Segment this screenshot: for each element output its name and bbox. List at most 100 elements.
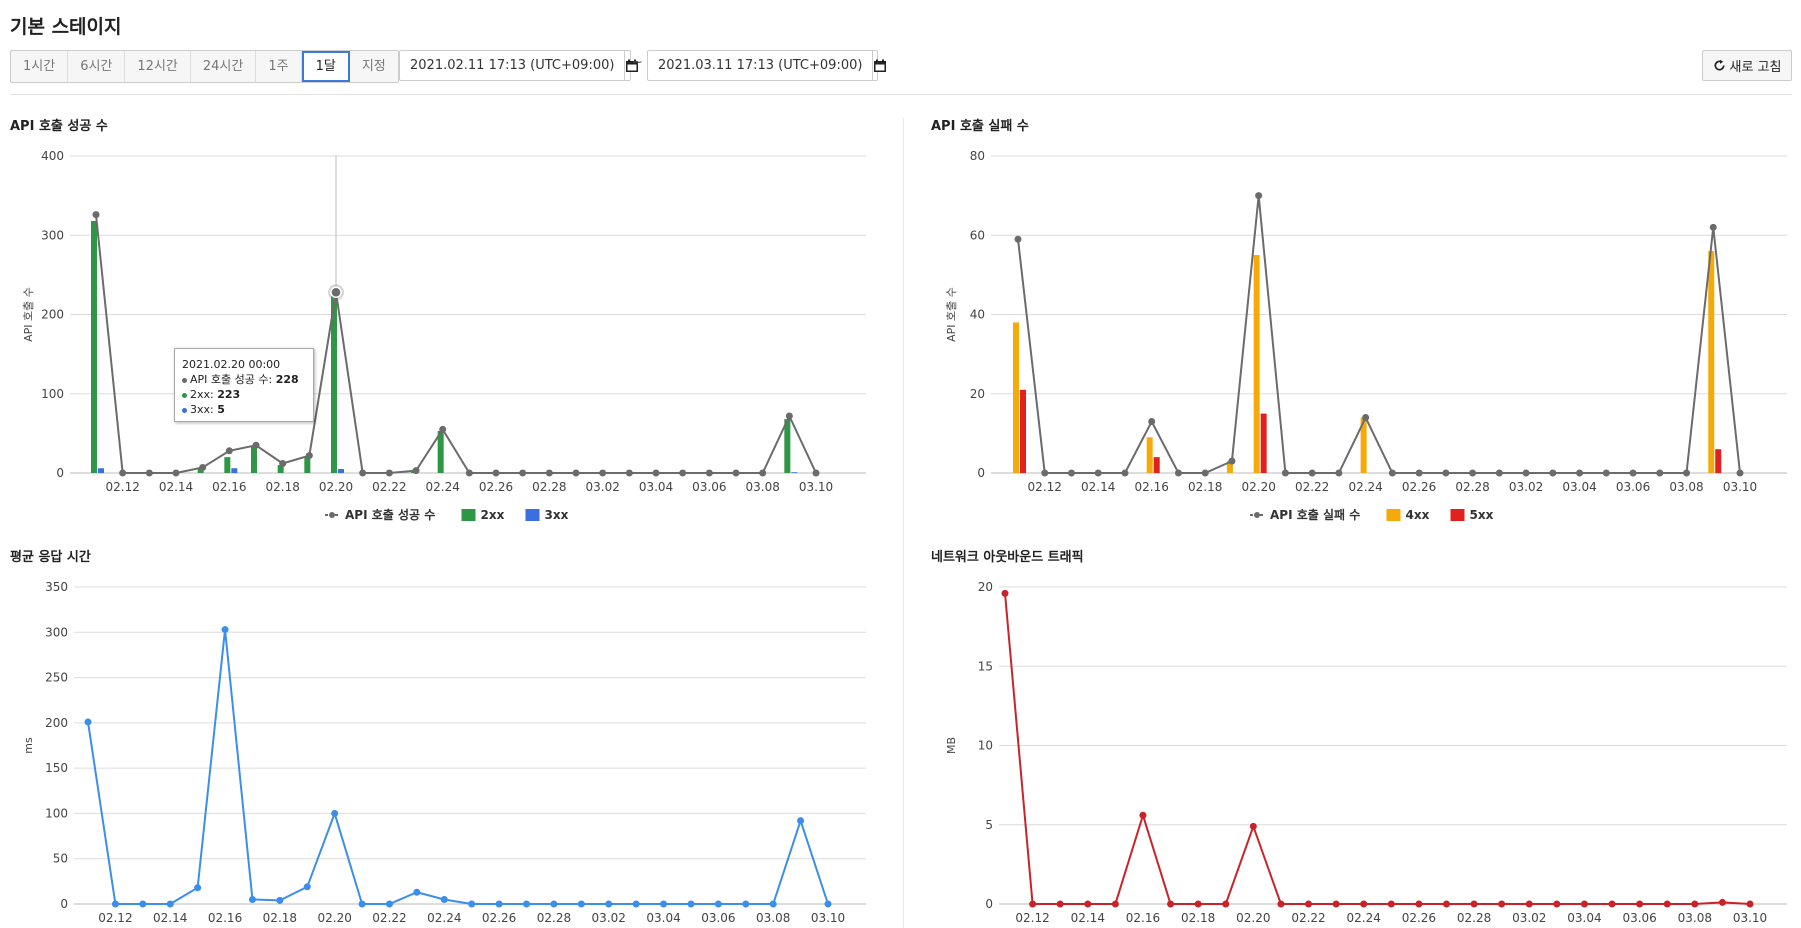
line-point [1111, 900, 1119, 908]
x-tick-label: 03.10 [799, 480, 833, 494]
end-calendar-button[interactable] [872, 51, 887, 80]
line-point [279, 459, 287, 467]
end-date-value[interactable]: 2021.03.11 17:13 (UTC+09:00) [658, 58, 863, 73]
x-tick-label: 03.02 [1512, 911, 1546, 925]
line-point [84, 718, 92, 726]
tooltip-row-total: API 호출 성공 수: 228 [182, 372, 306, 387]
range-24h-button[interactable]: 24시간 [191, 51, 257, 82]
bar-2xx [784, 419, 791, 473]
x-tick-label: 02.16 [212, 480, 246, 494]
calendar-icon [626, 59, 639, 72]
line-point [139, 900, 147, 908]
refresh-button[interactable]: 새로 고침 [1702, 50, 1792, 81]
line-point [1222, 900, 1230, 908]
line-point [1067, 469, 1075, 477]
x-tick-label: 03.02 [592, 911, 626, 925]
line-point [577, 900, 585, 908]
line-point [1255, 192, 1263, 200]
line-point [1746, 900, 1754, 908]
y-axis-label: API 호출 수 [22, 287, 35, 342]
x-tick-label: 02.20 [1236, 911, 1270, 925]
range-1h-button[interactable]: 1시간 [11, 51, 69, 82]
bar-2xx [437, 430, 444, 473]
bar-4xx [1253, 255, 1260, 473]
x-tick-label: 02.16 [1126, 911, 1160, 925]
line-point [625, 469, 633, 477]
range-custom-button[interactable]: 지정 [361, 59, 386, 74]
y-axis-label: MB [945, 737, 958, 754]
line-point [221, 626, 229, 634]
line-point [599, 469, 607, 477]
y-tick-label: 150 [45, 761, 68, 775]
x-tick-label: 02.24 [427, 911, 461, 925]
y-tick-label: 0 [60, 897, 68, 911]
line-point [1580, 900, 1588, 908]
x-tick-label: 02.18 [263, 911, 297, 925]
legend-label: API 호출 실패 수 [1270, 507, 1360, 522]
line-point [385, 469, 393, 477]
line-point [1498, 900, 1506, 908]
x-tick-label: 03.08 [1678, 911, 1712, 925]
x-tick-label: 02.18 [265, 480, 299, 494]
range-6h-button[interactable]: 6시간 [68, 51, 126, 82]
y-tick-label: 15 [978, 659, 993, 673]
y-tick-label: 10 [978, 739, 993, 753]
tooltip-row-2xx: 2xx: 223 [182, 387, 306, 402]
y-tick-label: 300 [45, 625, 68, 639]
line-point [759, 469, 767, 477]
y-tick-label: 100 [41, 387, 64, 401]
line-point [1174, 469, 1182, 477]
line-point [225, 447, 233, 455]
legend-swatch [525, 509, 540, 521]
line-point [385, 900, 393, 908]
line-point [468, 900, 476, 908]
x-tick-label: 02.24 [1347, 911, 1381, 925]
range-1w-button[interactable]: 1주 [256, 51, 302, 82]
x-tick-label: 02.22 [1295, 480, 1329, 494]
line-point [1683, 469, 1691, 477]
start-date-field[interactable]: 2021.02.11 17:13 (UTC+09:00) [399, 50, 639, 81]
line-point [1084, 900, 1092, 908]
range-1m-button[interactable]: 1달 [301, 51, 350, 82]
line-point [1194, 900, 1202, 908]
bar-4xx [1013, 322, 1019, 473]
y-tick-label: 20 [970, 387, 985, 401]
start-date-value[interactable]: 2021.02.11 17:13 (UTC+09:00) [410, 58, 615, 73]
x-tick-label: 02.12 [98, 911, 132, 925]
line-point [1308, 469, 1316, 477]
legend-swatch [461, 509, 476, 521]
bar-2xx [197, 469, 204, 473]
x-tick-label: 02.12 [105, 480, 139, 494]
line-point [1608, 900, 1616, 908]
line-point [1277, 900, 1285, 908]
line-point [412, 467, 420, 475]
end-date-field[interactable]: 2021.03.11 17:13 (UTC+09:00) [647, 50, 887, 81]
line-point [440, 895, 448, 903]
line-point [714, 900, 722, 908]
line-point [172, 469, 180, 477]
line-point [1553, 900, 1561, 908]
series-line-0 [95, 214, 817, 474]
y-tick-label: 350 [45, 580, 68, 594]
x-tick-label: 02.18 [1188, 480, 1222, 494]
legend-swatch [1450, 509, 1465, 521]
x-tick-label: 02.16 [1135, 480, 1169, 494]
range-12h-button[interactable]: 12시간 [125, 51, 191, 82]
x-tick-label: 02.22 [1291, 911, 1325, 925]
y-axis-label: ms [22, 737, 35, 754]
x-tick-label: 02.28 [1455, 480, 1489, 494]
chart-tooltip: 2021.02.20 00:00 API 호출 성공 수: 228 2xx: 2… [174, 348, 314, 422]
start-calendar-button[interactable] [624, 51, 639, 80]
bar-4xx [1146, 437, 1153, 473]
line-point [679, 469, 687, 477]
line-point [1602, 469, 1610, 477]
y-tick-label: 80 [970, 149, 985, 163]
line-point [1167, 900, 1175, 908]
success-chart-title: API 호출 성공 수 [10, 119, 108, 134]
line-point [1139, 811, 1147, 819]
calendar-icon [874, 59, 887, 72]
x-tick-label: 03.10 [1723, 480, 1757, 494]
line-point [276, 896, 284, 904]
bar-2xx [224, 457, 231, 473]
line-point [545, 469, 553, 477]
